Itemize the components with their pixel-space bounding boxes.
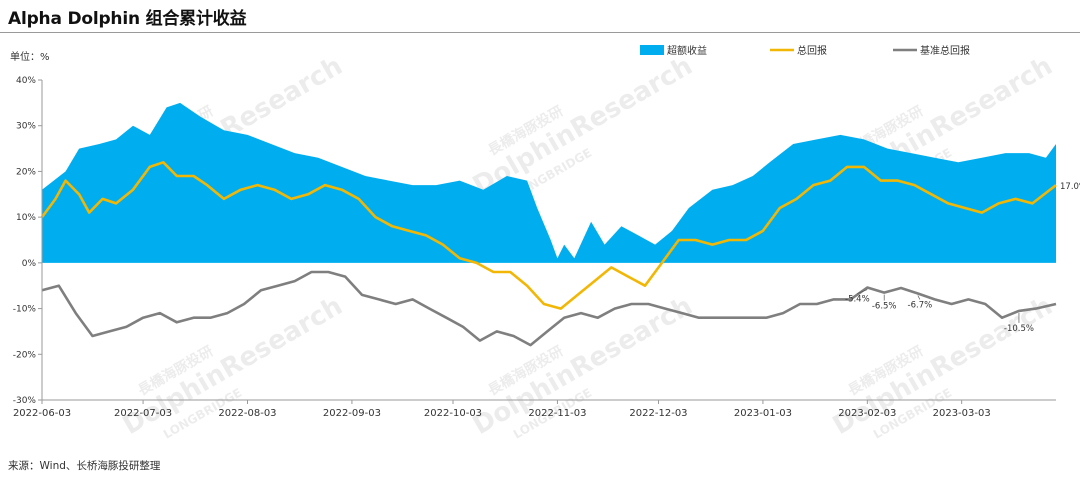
watermark-brand: DolphinResearch: [468, 51, 698, 201]
legend-label-benchmark: 基准总回报: [920, 44, 970, 57]
x-tick-label: 2022-07-03: [114, 408, 172, 419]
annotation-label: -6.5%: [872, 302, 897, 312]
y-tick-label: -30%: [13, 396, 37, 406]
annotation-label: -10.5%: [1004, 324, 1034, 334]
x-tick-label: 2022-11-03: [528, 408, 586, 419]
x-tick-label: 2023-01-03: [734, 408, 792, 419]
x-tick-label: 2022-12-03: [629, 408, 687, 419]
annotation-leader: [918, 295, 920, 299]
x-tick-label: 2022-09-03: [323, 408, 381, 419]
y-tick-label: 20%: [16, 167, 36, 177]
legend-swatch-excess: [640, 45, 664, 55]
x-tick-label: 2022-10-03: [424, 408, 482, 419]
y-axis-unit-label: 单位：%: [10, 50, 50, 63]
y-tick-label: 40%: [16, 76, 36, 86]
annotation-label: -6.7%: [908, 300, 933, 310]
y-tick-label: 0%: [22, 259, 37, 269]
source-note: 来源：Wind、长桥海豚投研整理: [8, 458, 160, 473]
legend-label-excess: 超额收益: [667, 44, 707, 57]
y-tick-label: 10%: [16, 213, 36, 223]
y-tick-label: -10%: [13, 305, 37, 315]
series-line-benchmark: [42, 272, 1056, 345]
annotation-label: 17.0%: [1060, 182, 1080, 192]
x-tick-label: 2022-08-03: [218, 408, 276, 419]
x-tick-label: 2023-03-03: [933, 408, 991, 419]
x-tick-label: 2022-06-03: [13, 408, 71, 419]
legend-label-total: 总回报: [797, 44, 827, 57]
x-tick-label: 2023-02-03: [838, 408, 896, 419]
chart-legend: 超额收益 总回报 基准总回报: [640, 44, 970, 57]
y-tick-label: -20%: [13, 350, 37, 360]
y-tick-label: 30%: [16, 122, 36, 132]
annotation-label: -5.4%: [845, 295, 870, 305]
